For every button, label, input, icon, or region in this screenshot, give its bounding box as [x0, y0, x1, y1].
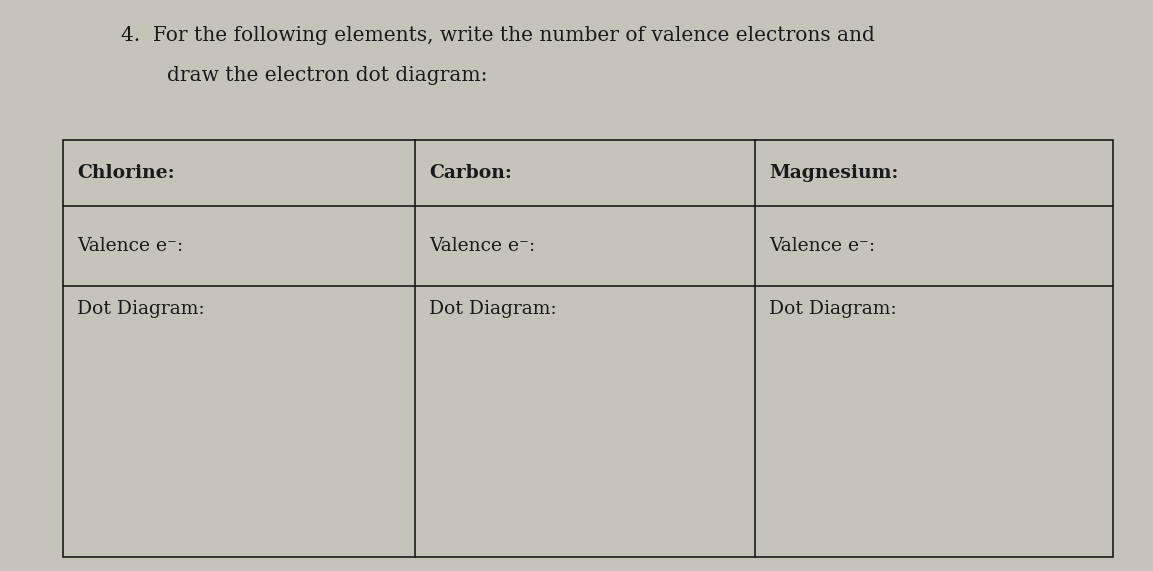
Text: Valence e⁻:: Valence e⁻:: [769, 236, 875, 255]
Text: Chlorine:: Chlorine:: [77, 164, 175, 182]
Text: Valence e⁻:: Valence e⁻:: [77, 236, 183, 255]
Text: draw the electron dot diagram:: draw the electron dot diagram:: [167, 66, 488, 85]
Text: 4.  For the following elements, write the number of valence electrons and: 4. For the following elements, write the…: [121, 26, 875, 45]
Text: Dot Diagram:: Dot Diagram:: [769, 300, 897, 318]
Text: Dot Diagram:: Dot Diagram:: [77, 300, 205, 318]
Text: Valence e⁻:: Valence e⁻:: [429, 236, 535, 255]
Text: Carbon:: Carbon:: [429, 164, 512, 182]
Text: Magnesium:: Magnesium:: [769, 164, 898, 182]
Text: Dot Diagram:: Dot Diagram:: [429, 300, 557, 318]
